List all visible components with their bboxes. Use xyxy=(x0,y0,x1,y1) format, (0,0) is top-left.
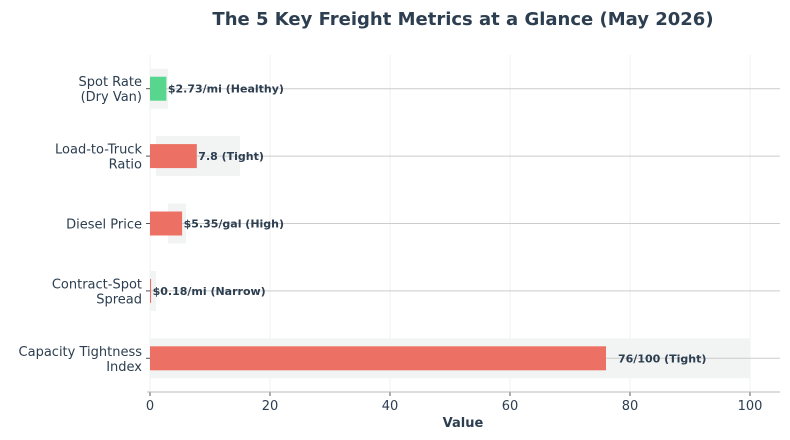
y-tick-label-line: Diesel Price xyxy=(66,218,142,233)
x-tick-label: 80 xyxy=(622,399,639,414)
x-tick-label: 0 xyxy=(146,399,154,414)
y-tick-label-line: Ratio xyxy=(109,158,142,173)
bar xyxy=(150,76,167,101)
x-tick-label: 60 xyxy=(502,399,519,414)
data-labels: $2.73/mi (Healthy) 7.8 (Tight) $5.35/gal (… xyxy=(153,83,707,366)
bar xyxy=(150,211,183,236)
x-tick-label: 40 xyxy=(382,399,399,414)
x-tick-label: 100 xyxy=(738,399,763,414)
data-label: $2.73/mi (Healthy) xyxy=(168,83,284,96)
x-axis-label: Value xyxy=(443,416,484,431)
y-tick-label-line: Contract-Spot xyxy=(52,277,142,292)
y-tick-label: Load-to-Truck Ratio xyxy=(55,143,142,173)
data-label: $5.35/gal (High) xyxy=(184,218,284,231)
x-tick-label: 20 xyxy=(262,399,279,414)
y-axis-tick-labels: Spot Rate (Dry Van) Load-to-Truck Ratio Dies… xyxy=(19,75,150,375)
y-tick-label-line: Spread xyxy=(96,292,142,307)
data-label: 76/100 (Tight) xyxy=(618,352,706,365)
data-label: 7.8 (Tight) xyxy=(198,150,264,163)
y-tick-label-line: Load-to-Truck xyxy=(55,143,142,158)
bar xyxy=(150,346,606,371)
data-label: $0.18/mi (Narrow) xyxy=(153,285,266,298)
y-tick-label: Diesel Price xyxy=(66,218,142,233)
bar xyxy=(150,144,197,169)
bar xyxy=(150,278,152,303)
y-tick-label-line: Capacity Tightness xyxy=(19,345,143,360)
y-tick-label: Contract-Spot Spread xyxy=(52,277,142,307)
y-tick-label-line: Spot Rate xyxy=(79,75,143,90)
bars xyxy=(150,76,606,371)
chart-title: The 5 Key Freight Metrics at a Glance (M… xyxy=(212,9,713,30)
x-axis: 0 20 40 60 80 100 xyxy=(146,391,780,414)
y-tick-label-line: Index xyxy=(106,360,142,375)
y-tick-label: Capacity Tightness Index xyxy=(19,345,143,375)
y-tick-label: Spot Rate (Dry Van) xyxy=(79,75,143,105)
y-tick-label-line: (Dry Van) xyxy=(81,90,142,105)
